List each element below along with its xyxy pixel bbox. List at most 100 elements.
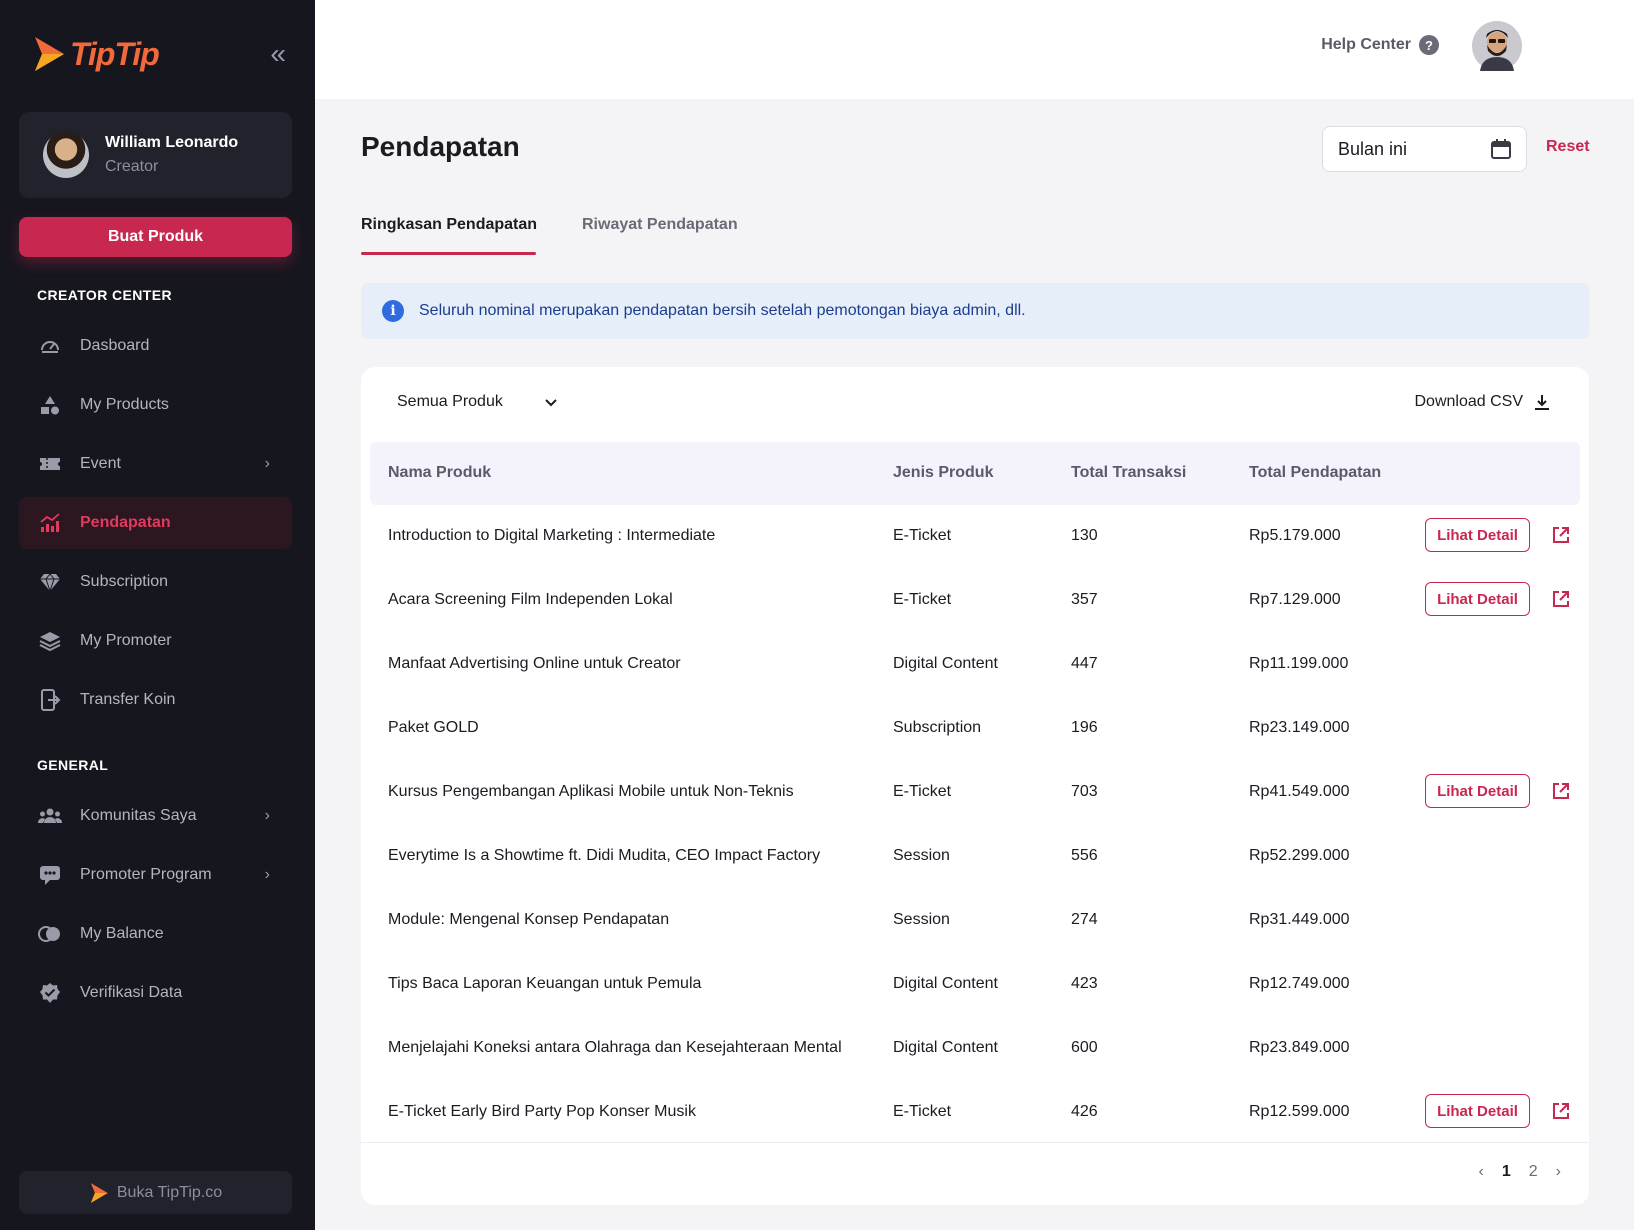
sidebar-item-komunitas-saya[interactable]: Komunitas Saya › <box>19 790 292 842</box>
divider <box>361 1142 1589 1143</box>
revenue-cell: Rp23.149.000 <box>1249 719 1350 736</box>
tiptip-logo[interactable]: TipTip <box>32 35 160 73</box>
top-bar: Help Center ? <box>315 0 1634 99</box>
sidebar-item-label: My Products <box>80 396 169 413</box>
reset-button[interactable]: Reset <box>1546 138 1590 155</box>
column-header: Nama Produk <box>388 464 492 481</box>
product-name-cell: Paket GOLD <box>388 719 479 736</box>
sidebar-item-event[interactable]: Event › <box>19 438 292 490</box>
product-type-cell: Subscription <box>893 719 982 736</box>
transaction-count-cell: 426 <box>1071 1103 1098 1120</box>
pagination: ‹ 1 2 › <box>1479 1163 1561 1181</box>
sidebar-item-promoter-program[interactable]: Promoter Program › <box>19 849 292 901</box>
date-filter-select[interactable]: Bulan ini <box>1322 126 1527 172</box>
download-csv-label: Download CSV <box>1414 393 1524 410</box>
sidebar-item-label: My Balance <box>80 925 164 942</box>
logo-row: TipTip « <box>32 32 286 76</box>
buka-tiptip-link[interactable]: Buka TipTip.co <box>19 1171 292 1214</box>
transfer-icon <box>38 688 62 712</box>
lihat-detail-button[interactable]: Lihat Detail <box>1425 1094 1530 1128</box>
revenue-cell: Rp12.599.000 <box>1249 1103 1350 1120</box>
product-type-cell: E-Ticket <box>893 1103 952 1120</box>
product-type-cell: E-Ticket <box>893 591 952 608</box>
product-filter-select[interactable]: Semua Produk <box>397 393 559 411</box>
info-icon: i <box>382 300 404 322</box>
general-label: GENERAL <box>37 757 109 773</box>
download-icon <box>1535 395 1549 410</box>
revenue-cell: Rp52.299.000 <box>1249 847 1350 864</box>
sidebar-item-label: Verifikasi Data <box>80 984 183 1001</box>
sidebar-item-dasboard[interactable]: Dasboard <box>19 320 292 372</box>
page-1-button[interactable]: 1 <box>1501 1163 1511 1180</box>
sidebar-item-my-balance[interactable]: My Balance <box>19 908 292 960</box>
shapes-icon <box>38 393 62 417</box>
product-type-cell: E-Ticket <box>893 783 952 800</box>
sidebar-item-pendapatan[interactable]: Pendapatan <box>19 497 292 549</box>
product-type-cell: Digital Content <box>893 655 998 672</box>
product-name-cell: Kursus Pengembangan Aplikasi Mobile untu… <box>388 783 794 800</box>
download-csv-button[interactable]: Download CSV <box>1415 393 1552 411</box>
lihat-detail-button[interactable]: Lihat Detail <box>1425 774 1530 808</box>
product-name-cell: Module: Mengenal Konsep Pendapatan <box>388 911 670 928</box>
column-header: Total Pendapatan <box>1249 464 1382 481</box>
lihat-detail-button[interactable]: Lihat Detail <box>1425 518 1530 552</box>
transaction-count-cell: 703 <box>1071 783 1098 800</box>
transaction-count-cell: 274 <box>1071 911 1098 928</box>
product-filter-value: Semua Produk <box>397 393 503 410</box>
external-link-icon[interactable] <box>1551 781 1571 801</box>
table-row: Everytime Is a Showtime ft. Didi Mudita,… <box>361 825 1589 889</box>
help-center-link[interactable]: Help Center ? <box>1321 35 1439 55</box>
product-name-cell: Menjelajahi Koneksi antara Olahraga dan … <box>388 1039 842 1056</box>
column-header: Jenis Produk <box>893 464 994 481</box>
product-name-cell: Manfaat Advertising Online untuk Creator <box>388 655 681 672</box>
chevron-right-icon: › <box>264 807 270 824</box>
tab-riwayat-pendapatan[interactable]: Riwayat Pendapatan <box>582 216 738 233</box>
question-icon: ? <box>1419 35 1439 55</box>
chevron-right-icon: › <box>264 455 270 472</box>
sidebar-item-transfer-koin[interactable]: Transfer Koin <box>19 674 292 726</box>
prev-page-icon[interactable]: ‹ <box>1478 1163 1484 1180</box>
external-link-icon[interactable] <box>1551 525 1571 545</box>
transaction-count-cell: 130 <box>1071 527 1098 544</box>
profile-role: Creator <box>105 158 159 175</box>
table-row: Paket GOLD Subscription 196 Rp23.149.000 <box>361 697 1589 761</box>
sidebar-item-verifikasi-data[interactable]: Verifikasi Data <box>19 967 292 1019</box>
buat-produk-button[interactable]: Buat Produk <box>19 217 292 257</box>
profile-card[interactable]: William Leonardo Creator <box>19 112 292 198</box>
external-link-icon[interactable] <box>1551 589 1571 609</box>
diamond-icon <box>38 570 62 594</box>
help-center-label: Help Center <box>1321 36 1411 53</box>
product-name-cell: E-Ticket Early Bird Party Pop Konser Mus… <box>388 1103 696 1120</box>
table-header: Nama Produk Jenis Produk Total Transaksi… <box>370 442 1580 505</box>
tab-ringkasan-pendapatan[interactable]: Ringkasan Pendapatan <box>361 216 538 233</box>
revenue-cell: Rp12.749.000 <box>1249 975 1350 992</box>
buka-tiptip-label: Buka TipTip.co <box>116 1183 223 1201</box>
creator-center-label: CREATOR CENTER <box>37 287 172 303</box>
chevron-right-icon: › <box>264 866 270 883</box>
layers-icon <box>38 629 62 653</box>
sidebar-item-label: Transfer Koin <box>80 691 176 708</box>
transaction-count-cell: 423 <box>1071 975 1098 992</box>
table-row: Manfaat Advertising Online untuk Creator… <box>361 633 1589 697</box>
product-name-cell: Introduction to Digital Marketing : Inte… <box>388 527 716 544</box>
column-header: Total Transaksi <box>1071 464 1187 481</box>
avatar[interactable] <box>1472 21 1522 71</box>
tiptip-play-icon <box>35 37 64 71</box>
date-filter-value: Bulan ini <box>1338 138 1408 159</box>
sidebar-item-my-products[interactable]: My Products <box>19 379 292 431</box>
collapse-sidebar-icon[interactable]: « <box>270 38 286 69</box>
logo-text: TipTip <box>70 35 160 72</box>
revenue-cell: Rp23.849.000 <box>1249 1039 1350 1056</box>
avatar <box>43 132 89 178</box>
page-2-button[interactable]: 2 <box>1528 1163 1538 1180</box>
product-name-cell: Tips Baca Laporan Keuangan untuk Pemula <box>388 975 702 992</box>
sidebar-item-subscription[interactable]: Subscription <box>19 556 292 608</box>
lihat-detail-button[interactable]: Lihat Detail <box>1425 582 1530 616</box>
sidebar-item-my-promoter[interactable]: My Promoter <box>19 615 292 667</box>
product-type-cell: Digital Content <box>893 1039 998 1056</box>
external-link-icon[interactable] <box>1551 1101 1571 1121</box>
sidebar-item-label: Subscription <box>80 573 169 590</box>
revenue-cell: Rp41.549.000 <box>1249 783 1350 800</box>
tiptip-play-icon <box>90 1182 108 1203</box>
next-page-icon[interactable]: › <box>1555 1163 1561 1180</box>
